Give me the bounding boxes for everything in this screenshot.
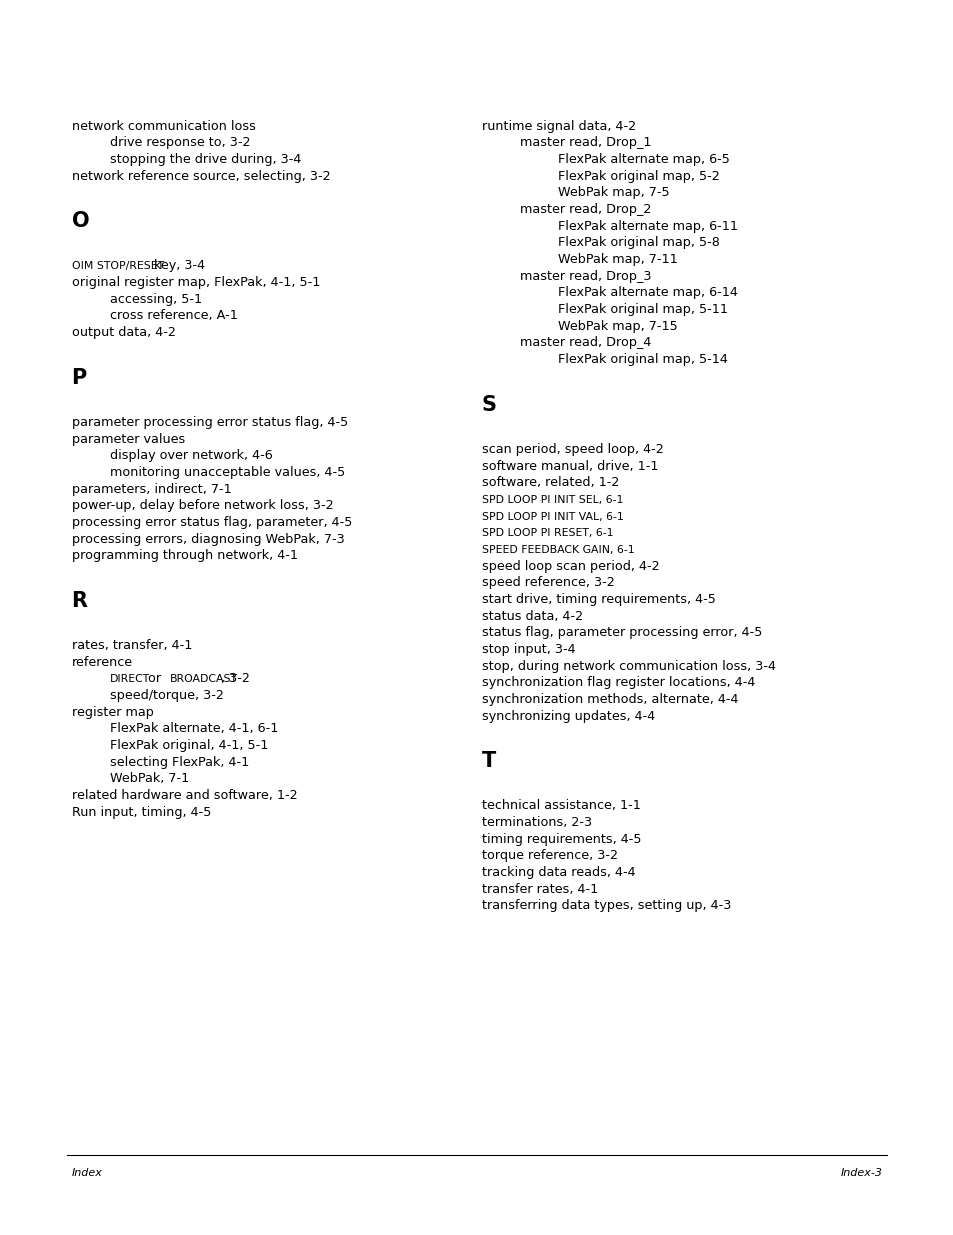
Text: original register map, FlexPak, 4-1, 5-1: original register map, FlexPak, 4-1, 5-1 — [71, 277, 319, 289]
Text: drive response to, 3-2: drive response to, 3-2 — [110, 136, 250, 149]
Text: Run input, timing, 4-5: Run input, timing, 4-5 — [71, 806, 211, 819]
Text: torque reference, 3-2: torque reference, 3-2 — [481, 850, 618, 862]
Text: O: O — [71, 211, 89, 231]
Text: related hardware and software, 1-2: related hardware and software, 1-2 — [71, 789, 297, 803]
Text: status data, 4-2: status data, 4-2 — [481, 610, 582, 622]
Text: tracking data reads, 4-4: tracking data reads, 4-4 — [481, 866, 635, 879]
Text: programming through network, 4-1: programming through network, 4-1 — [71, 550, 297, 562]
Text: parameter processing error status flag, 4-5: parameter processing error status flag, … — [71, 416, 348, 429]
Text: runtime signal data, 4-2: runtime signal data, 4-2 — [481, 120, 636, 132]
Text: key, 3-4: key, 3-4 — [151, 259, 205, 273]
Text: speed/torque, 3-2: speed/torque, 3-2 — [110, 689, 223, 703]
Text: T: T — [481, 751, 496, 771]
Text: speed loop scan period, 4-2: speed loop scan period, 4-2 — [481, 559, 659, 573]
Text: power-up, delay before network loss, 3-2: power-up, delay before network loss, 3-2 — [71, 499, 333, 513]
Text: FlexPak original map, 5-11: FlexPak original map, 5-11 — [558, 303, 727, 316]
Text: FlexPak original map, 5-14: FlexPak original map, 5-14 — [558, 353, 727, 366]
Text: scan period, speed loop, 4-2: scan period, speed loop, 4-2 — [481, 443, 663, 456]
Text: R: R — [71, 590, 88, 611]
Text: master read, Drop_3: master read, Drop_3 — [519, 269, 651, 283]
Text: BROADCAST: BROADCAST — [170, 674, 238, 684]
Text: parameter values: parameter values — [71, 432, 185, 446]
Text: speed reference, 3-2: speed reference, 3-2 — [481, 577, 614, 589]
Text: FlexPak original map, 5-2: FlexPak original map, 5-2 — [558, 169, 720, 183]
Text: DIRECT: DIRECT — [110, 674, 150, 684]
Text: stopping the drive during, 3-4: stopping the drive during, 3-4 — [110, 153, 301, 165]
Text: software manual, drive, 1-1: software manual, drive, 1-1 — [481, 459, 658, 473]
Text: OIM STOP/RESET: OIM STOP/RESET — [71, 262, 164, 272]
Text: Index: Index — [71, 1168, 102, 1178]
Text: status flag, parameter processing error, 4-5: status flag, parameter processing error,… — [481, 626, 761, 640]
Text: WebPak map, 7-15: WebPak map, 7-15 — [558, 320, 678, 332]
Text: SPD LOOP PI RESET, 6-1: SPD LOOP PI RESET, 6-1 — [481, 529, 613, 538]
Text: selecting FlexPak, 4-1: selecting FlexPak, 4-1 — [110, 756, 249, 769]
Text: stop input, 3-4: stop input, 3-4 — [481, 643, 575, 656]
Text: FlexPak original, 4-1, 5-1: FlexPak original, 4-1, 5-1 — [110, 740, 268, 752]
Text: master read, Drop_4: master read, Drop_4 — [519, 336, 651, 350]
Text: accessing, 5-1: accessing, 5-1 — [110, 293, 202, 306]
Text: SPEED FEEDBACK GAIN, 6-1: SPEED FEEDBACK GAIN, 6-1 — [481, 545, 634, 555]
Text: timing requirements, 4-5: timing requirements, 4-5 — [481, 832, 640, 846]
Text: reference: reference — [71, 656, 132, 669]
Text: processing error status flag, parameter, 4-5: processing error status flag, parameter,… — [71, 516, 352, 529]
Text: monitoring unacceptable values, 4-5: monitoring unacceptable values, 4-5 — [110, 466, 345, 479]
Text: processing errors, diagnosing WebPak, 7-3: processing errors, diagnosing WebPak, 7-… — [71, 532, 344, 546]
Text: transferring data types, setting up, 4-3: transferring data types, setting up, 4-3 — [481, 899, 730, 913]
Text: WebPak map, 7-5: WebPak map, 7-5 — [558, 186, 669, 199]
Text: rates, transfer, 4-1: rates, transfer, 4-1 — [71, 640, 192, 652]
Text: Index-3: Index-3 — [840, 1168, 882, 1178]
Text: stop, during network communication loss, 3-4: stop, during network communication loss,… — [481, 659, 775, 673]
Text: terminations, 2-3: terminations, 2-3 — [481, 816, 591, 829]
Text: network reference source, selecting, 3-2: network reference source, selecting, 3-2 — [71, 169, 330, 183]
Text: WebPak map, 7-11: WebPak map, 7-11 — [558, 253, 678, 266]
Text: parameters, indirect, 7-1: parameters, indirect, 7-1 — [71, 483, 231, 495]
Text: start drive, timing requirements, 4-5: start drive, timing requirements, 4-5 — [481, 593, 715, 606]
Text: WebPak, 7-1: WebPak, 7-1 — [110, 773, 189, 785]
Text: synchronization methods, alternate, 4-4: synchronization methods, alternate, 4-4 — [481, 693, 738, 706]
Text: synchronization flag register locations, 4-4: synchronization flag register locations,… — [481, 677, 755, 689]
Text: cross reference, A-1: cross reference, A-1 — [110, 310, 237, 322]
Text: FlexPak alternate map, 6-14: FlexPak alternate map, 6-14 — [558, 287, 738, 299]
Text: master read, Drop_2: master read, Drop_2 — [519, 203, 651, 216]
Text: SPD LOOP PI INIT VAL, 6-1: SPD LOOP PI INIT VAL, 6-1 — [481, 511, 623, 521]
Text: synchronizing updates, 4-4: synchronizing updates, 4-4 — [481, 710, 655, 722]
Text: output data, 4-2: output data, 4-2 — [71, 326, 175, 340]
Text: network communication loss: network communication loss — [71, 120, 255, 132]
Text: technical assistance, 1-1: technical assistance, 1-1 — [481, 799, 640, 813]
Text: display over network, 4-6: display over network, 4-6 — [110, 450, 273, 462]
Text: S: S — [481, 395, 497, 415]
Text: SPD LOOP PI INIT SEL, 6-1: SPD LOOP PI INIT SEL, 6-1 — [481, 495, 622, 505]
Text: or: or — [143, 673, 165, 685]
Text: master read, Drop_1: master read, Drop_1 — [519, 136, 651, 149]
Text: FlexPak original map, 5-8: FlexPak original map, 5-8 — [558, 236, 720, 249]
Text: FlexPak alternate map, 6-11: FlexPak alternate map, 6-11 — [558, 220, 738, 232]
Text: register map: register map — [71, 706, 153, 719]
Text: FlexPak alternate map, 6-5: FlexPak alternate map, 6-5 — [558, 153, 729, 165]
Text: FlexPak alternate, 4-1, 6-1: FlexPak alternate, 4-1, 6-1 — [110, 722, 277, 736]
Text: software, related, 1-2: software, related, 1-2 — [481, 477, 618, 489]
Text: , 3-2: , 3-2 — [220, 673, 250, 685]
Text: P: P — [71, 368, 87, 388]
Text: transfer rates, 4-1: transfer rates, 4-1 — [481, 883, 598, 895]
